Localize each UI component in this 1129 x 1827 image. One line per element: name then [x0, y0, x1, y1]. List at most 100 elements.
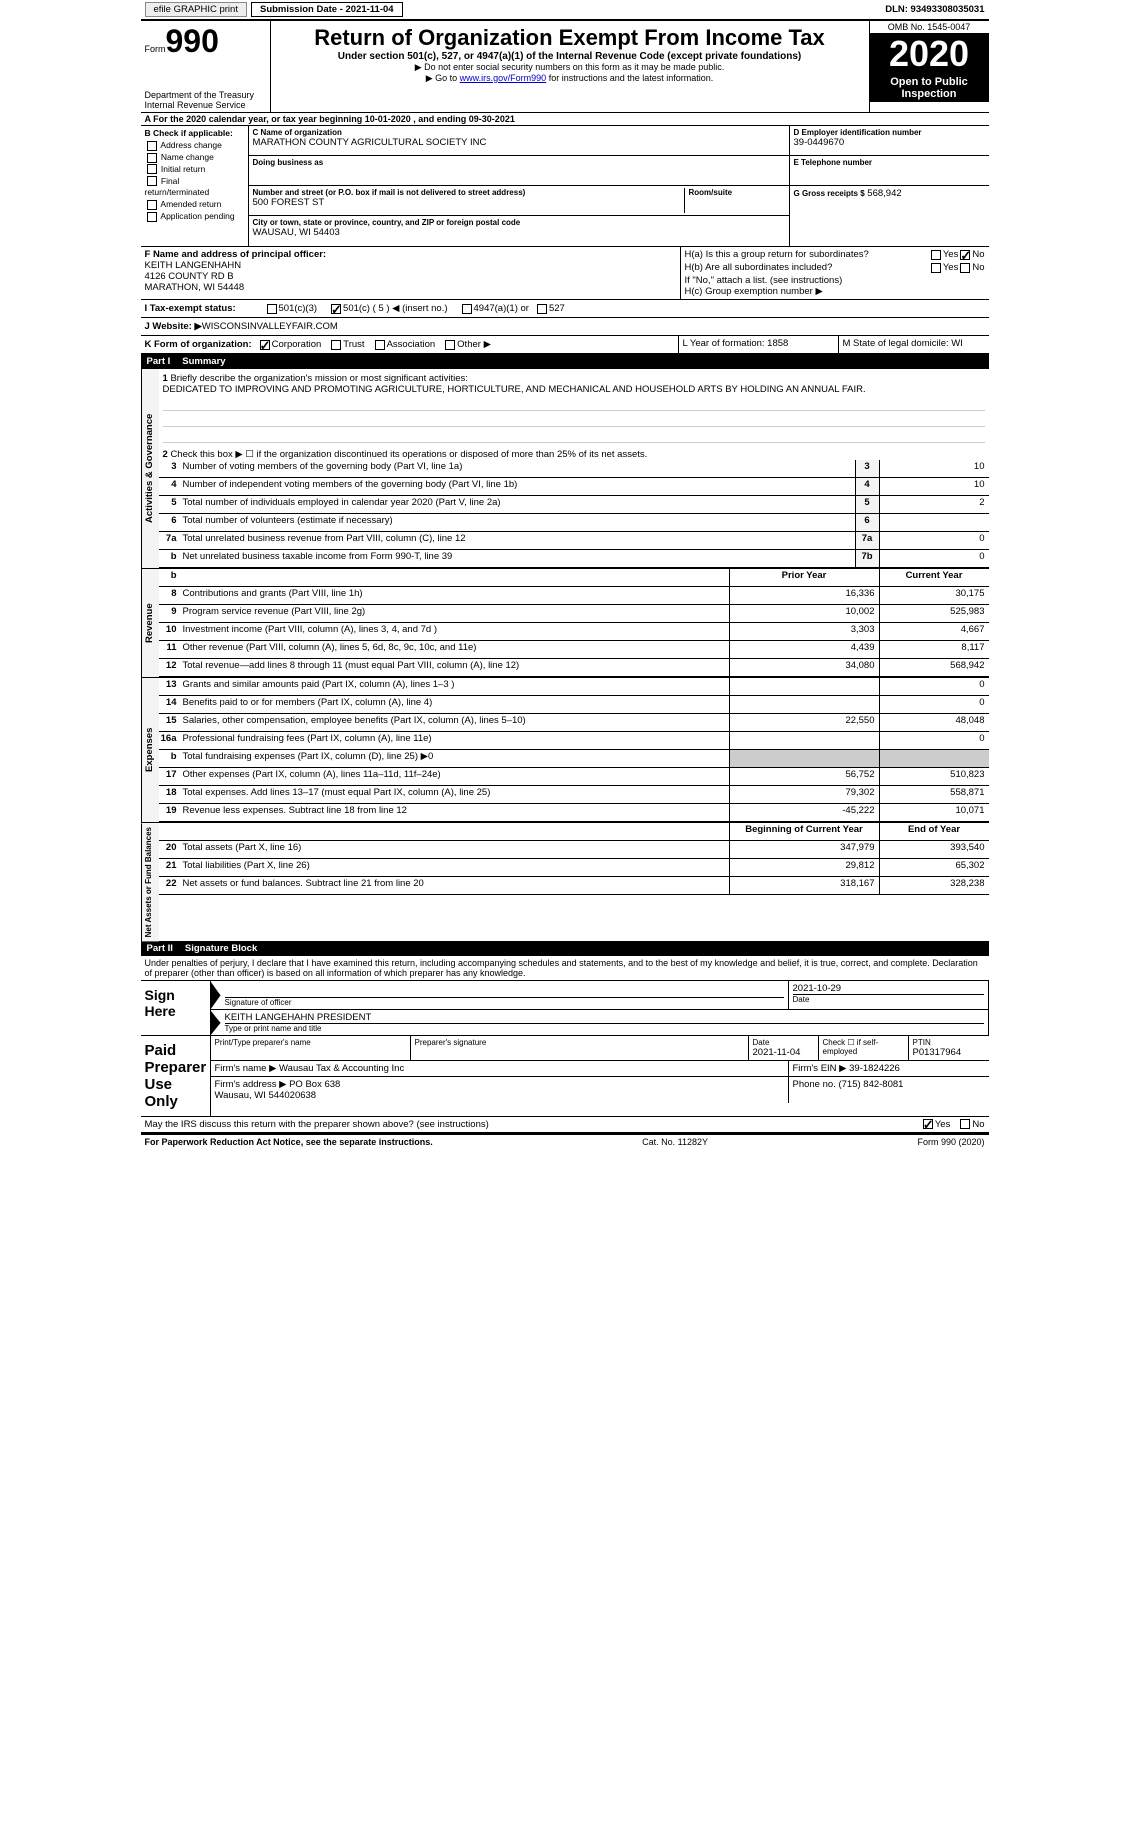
b-checkbox[interactable] — [147, 141, 157, 151]
tax-year: 2020 — [870, 34, 989, 74]
j-label: J Website: ▶ — [145, 321, 202, 332]
l-year: L Year of formation: 1858 — [679, 336, 839, 353]
firm-phone: (715) 842-8081 — [838, 1079, 903, 1090]
line-num: 15 — [159, 714, 181, 731]
ha-no-checkbox[interactable] — [960, 250, 970, 260]
section-bcd: B Check if applicable: Address change Na… — [141, 126, 989, 247]
ptin: P01317964 — [913, 1047, 985, 1058]
pra-notice: For Paperwork Reduction Act Notice, see … — [145, 1137, 433, 1147]
line-desc: Total unrelated business revenue from Pa… — [181, 532, 855, 549]
sign-here: Sign Here — [141, 981, 211, 1035]
part2-title: Signature Block — [185, 943, 257, 954]
line-val: 10 — [879, 460, 989, 477]
line-val: 0 — [879, 550, 989, 567]
b-checkbox[interactable] — [147, 200, 157, 210]
line-desc: Total number of individuals employed in … — [181, 496, 855, 513]
ein-label: D Employer identification number — [794, 128, 985, 137]
k-label: K Form of organization: — [145, 339, 252, 350]
prior-val: 347,979 — [729, 841, 879, 858]
current-val: 65,302 — [879, 859, 989, 876]
irs-link[interactable]: www.irs.gov/Form990 — [460, 73, 547, 83]
i-501c3-checkbox[interactable] — [267, 304, 277, 314]
no-label: No — [972, 1119, 984, 1130]
line-desc: Total liabilities (Part X, line 26) — [181, 859, 729, 876]
b-checkbox[interactable] — [147, 153, 157, 163]
line-desc: Net assets or fund balances. Subtract li… — [181, 877, 729, 894]
sign-here-row: Sign Here Signature of officer 2021-10-2… — [141, 980, 989, 1035]
yes-label: Yes — [943, 262, 959, 273]
line-num: 22 — [159, 877, 181, 894]
ha-yes-checkbox[interactable] — [931, 250, 941, 260]
i-501c-checkbox[interactable] — [331, 304, 341, 314]
current-val: 0 — [879, 732, 989, 749]
dept-treasury: Department of the Treasury Internal Reve… — [145, 90, 266, 110]
may-discuss-text: May the IRS discuss this return with the… — [145, 1119, 921, 1130]
k-o2: Trust — [343, 339, 364, 350]
begin-year-head: Beginning of Current Year — [729, 823, 879, 840]
k-other-checkbox[interactable] — [445, 340, 455, 350]
hb-label: H(b) Are all subordinates included? — [685, 262, 929, 273]
line-box: 5 — [855, 496, 879, 513]
line-desc: Program service revenue (Part VIII, line… — [181, 605, 729, 622]
prior-val: 34,080 — [729, 659, 879, 676]
form-word: Form — [145, 44, 166, 54]
b-item-label: Address change — [160, 140, 221, 150]
line-num: 11 — [159, 641, 181, 658]
goto-prefix: ▶ Go to — [426, 73, 460, 83]
line-desc: Contributions and grants (Part VIII, lin… — [181, 587, 729, 604]
prior-val — [729, 750, 879, 767]
prior-val: 16,336 — [729, 587, 879, 604]
side-gov: Activities & Governance — [141, 369, 159, 568]
k-o3: Association — [387, 339, 436, 350]
street: 500 FOREST ST — [253, 197, 680, 208]
line-desc: Total fundraising expenses (Part IX, col… — [181, 750, 729, 767]
submission-date: Submission Date - 2021-11-04 — [251, 2, 403, 17]
yes-label: Yes — [943, 249, 959, 260]
b-checkbox[interactable] — [147, 176, 157, 186]
current-val: 393,540 — [879, 841, 989, 858]
hb-yes-checkbox[interactable] — [931, 263, 941, 273]
may-no-checkbox[interactable] — [960, 1119, 970, 1129]
c-name-label: C Name of organization — [253, 128, 785, 137]
line-num: b — [159, 550, 181, 567]
current-val: 0 — [879, 678, 989, 695]
officer-typed-name: KEITH LANGEHAHN PRESIDENT — [225, 1012, 984, 1023]
b-item-label: Application pending — [160, 211, 234, 221]
line-desc: Revenue less expenses. Subtract line 18 … — [181, 804, 729, 821]
b-item-label: Initial return — [161, 164, 205, 174]
k-trust-checkbox[interactable] — [331, 340, 341, 350]
k-assoc-checkbox[interactable] — [375, 340, 385, 350]
may-yes-checkbox[interactable] — [923, 1119, 933, 1129]
form-subtitle: Under section 501(c), 527, or 4947(a)(1)… — [275, 51, 865, 62]
hb-no-checkbox[interactable] — [960, 263, 970, 273]
prior-year-head: Prior Year — [729, 569, 879, 586]
current-val: 48,048 — [879, 714, 989, 731]
row-k: K Form of organization: Corporation Trus… — [141, 336, 679, 353]
k-corp-checkbox[interactable] — [260, 340, 270, 350]
pp-name-label: Print/Type preparer's name — [215, 1038, 406, 1047]
pp-check: Check ☐ if self-employed — [819, 1036, 909, 1060]
i-527-checkbox[interactable] — [537, 304, 547, 314]
prior-val: -45,222 — [729, 804, 879, 821]
line-num: b — [159, 750, 181, 767]
prior-val: 318,167 — [729, 877, 879, 894]
i-opt2: 501(c) ( 5 ) ◀ (insert no.) — [343, 303, 447, 314]
line-desc: Total revenue—add lines 8 through 11 (mu… — [181, 659, 729, 676]
b-item-label: Name change — [161, 152, 214, 162]
line-val — [879, 514, 989, 531]
line-desc: Total assets (Part X, line 16) — [181, 841, 729, 858]
end-year-head: End of Year — [879, 823, 989, 840]
b-checkbox[interactable] — [147, 212, 157, 222]
line-num: 21 — [159, 859, 181, 876]
pp-date: 2021-11-04 — [753, 1047, 814, 1058]
current-val — [879, 750, 989, 767]
line-num: 19 — [159, 804, 181, 821]
efile-print-button[interactable]: efile GRAPHIC print — [145, 2, 247, 17]
line-desc: Net unrelated business taxable income fr… — [181, 550, 855, 567]
b-checkbox[interactable] — [147, 164, 157, 174]
i-4947-checkbox[interactable] — [462, 304, 472, 314]
firm-name-label: Firm's name ▶ — [215, 1063, 277, 1074]
mission-text: DEDICATED TO IMPROVING AND PROMOTING AGR… — [163, 384, 985, 395]
open-to-public: Open to Public Inspection — [870, 74, 989, 102]
m-state: M State of legal domicile: WI — [839, 336, 989, 353]
